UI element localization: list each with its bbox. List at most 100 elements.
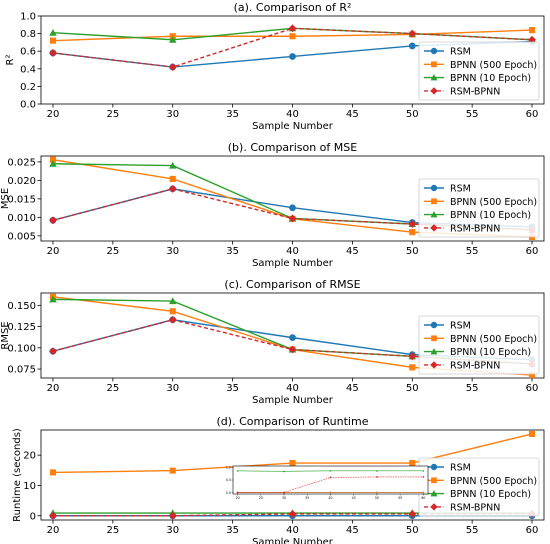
legend-label: RSM-BPNN	[450, 223, 500, 234]
data-point	[49, 49, 57, 57]
x-tick-label: 40	[286, 246, 299, 257]
x-tick-label: 50	[406, 109, 419, 120]
data-point	[168, 36, 177, 43]
inset-x-tick-label: 55	[398, 496, 402, 500]
x-tick-label: 30	[166, 109, 179, 120]
inset-data-point	[283, 491, 286, 494]
y-axis-label: R²	[5, 55, 16, 66]
y-tick-label: 0.075	[7, 365, 36, 376]
legend-marker	[431, 61, 437, 68]
data-point	[289, 53, 296, 60]
inset-data-point	[329, 491, 332, 494]
inset-x-tick-label: 25	[259, 496, 263, 500]
legend-box	[418, 315, 540, 375]
inset-y-tick-label: 1.0	[226, 465, 231, 469]
chart-title: (a). Comparison of R²	[234, 1, 352, 14]
x-tick-label: 55	[466, 383, 479, 394]
legend-marker	[430, 224, 438, 232]
data-point	[49, 160, 57, 167]
y-tick-label: 0.025	[7, 157, 36, 168]
data-point	[289, 459, 296, 467]
data-point	[528, 371, 536, 379]
data-point	[528, 27, 536, 34]
inset-x-tick-label: 60	[421, 496, 425, 500]
legend-label: RSM	[450, 463, 471, 474]
data-point	[409, 459, 416, 467]
legend-box	[418, 41, 540, 101]
inset-y-tick-label: 0.5	[226, 478, 231, 482]
x-axis-label: Sample Number	[252, 537, 334, 544]
x-tick-label: 45	[346, 109, 359, 120]
y-tick-label: 10	[23, 481, 36, 492]
legend-marker	[430, 47, 438, 55]
data-point	[289, 33, 296, 40]
data-point	[289, 334, 296, 342]
data-point	[408, 29, 417, 38]
y-tick-label: 0	[30, 511, 36, 522]
data-point	[288, 345, 297, 354]
y-axis-label: MSE	[0, 188, 11, 209]
legend-label: RSM-BPNN	[450, 502, 500, 513]
inset-x-tick-label: 45	[352, 496, 356, 500]
legend-marker	[430, 211, 438, 218]
x-tick-label: 20	[47, 109, 60, 120]
x-tick-label: 50	[406, 525, 419, 536]
data-point	[49, 295, 57, 303]
legend-label: BPNN (10 Epoch)	[450, 73, 531, 84]
data-point	[408, 220, 417, 228]
x-axis-label: Sample Number	[252, 258, 334, 269]
data-point	[168, 63, 177, 71]
y-tick-label: 0.150	[7, 301, 36, 312]
y-tick-label: 0.6	[20, 47, 36, 58]
data-point	[409, 364, 416, 371]
x-tick-label: 55	[466, 109, 479, 120]
data-point	[49, 37, 57, 44]
x-tick-label: 60	[526, 383, 539, 394]
data-point	[409, 229, 416, 236]
legend-marker	[430, 463, 438, 471]
x-tick-label: 60	[526, 525, 539, 536]
x-tick-label: 20	[47, 246, 60, 257]
legend-marker	[430, 321, 438, 329]
legend-label: BPNN (10 Epoch)	[450, 347, 531, 358]
data-point	[49, 469, 57, 476]
x-tick-label: 40	[286, 383, 299, 394]
data-point	[408, 510, 417, 518]
data-point	[49, 28, 57, 36]
x-axis-label: Sample Number	[252, 395, 334, 406]
y-tick-label: 0.8	[20, 29, 36, 40]
data-point	[49, 216, 57, 225]
inset-data-point	[375, 475, 378, 478]
x-tick-label: 45	[346, 383, 359, 394]
data-point	[288, 510, 297, 518]
inset-x-tick-label: 50	[375, 496, 379, 500]
x-tick-label: 35	[226, 525, 239, 536]
legend-label: BPNN (500 Epoch)	[450, 60, 537, 71]
y-tick-label: 0.015	[7, 194, 36, 205]
legend-marker	[430, 348, 438, 355]
legend-label: BPNN (500 Epoch)	[450, 334, 537, 345]
inset-data-point	[422, 469, 425, 472]
legend-label: BPNN (500 Epoch)	[450, 476, 537, 487]
inset-y-tick-label: 0.0	[226, 491, 231, 495]
y-axis-label: Runtime (seconds)	[12, 428, 23, 522]
x-tick-label: 45	[346, 246, 359, 257]
legend-marker	[430, 490, 438, 497]
legend-marker	[431, 477, 437, 484]
legend-marker	[430, 503, 438, 511]
y-tick-label: 0.4	[20, 64, 36, 75]
chart-title: (d). Comparison of Runtime	[217, 415, 369, 428]
x-tick-label: 50	[406, 246, 419, 257]
x-tick-label: 35	[226, 246, 239, 257]
legend-label: BPNN (10 Epoch)	[450, 210, 531, 221]
x-tick-label: 40	[286, 525, 299, 536]
data-point	[49, 511, 57, 520]
legend-box	[418, 178, 540, 238]
x-tick-label: 30	[166, 525, 179, 536]
legend-marker	[431, 198, 437, 205]
x-tick-label: 25	[106, 525, 119, 536]
legend-label: RSM-BPNN	[450, 360, 500, 371]
data-point	[169, 467, 176, 474]
x-tick-label: 30	[166, 246, 179, 257]
legend-label: RSM	[450, 321, 471, 332]
